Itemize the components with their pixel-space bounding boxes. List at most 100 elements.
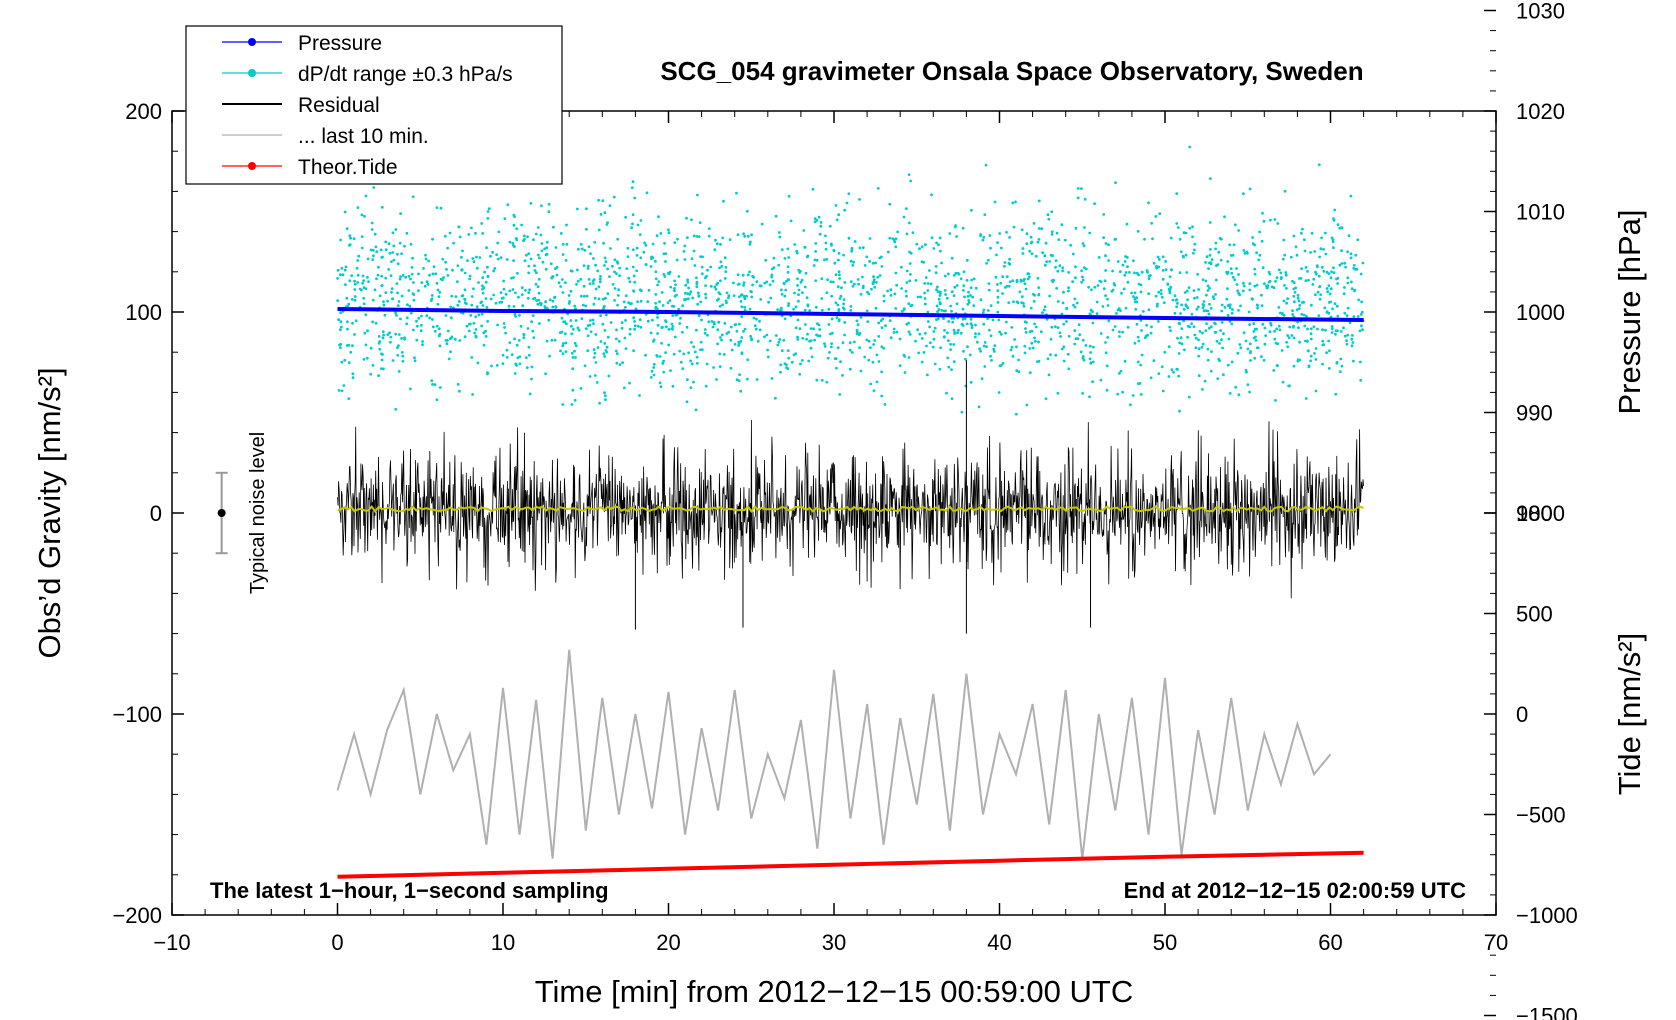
dpdt-point <box>1303 249 1307 253</box>
dpdt-point <box>557 281 561 285</box>
dpdt-point <box>943 274 947 278</box>
dpdt-point <box>792 307 795 311</box>
dpdt-point <box>796 318 800 322</box>
dpdt-point <box>955 235 958 238</box>
dpdt-point <box>999 364 1003 367</box>
dpdt-point <box>446 274 450 277</box>
dpdt-point <box>537 298 541 302</box>
dpdt-point <box>834 273 838 277</box>
dpdt-point <box>354 319 358 323</box>
dpdt-point <box>573 398 577 402</box>
dpdt-point <box>1078 333 1082 337</box>
dpdt-point <box>1246 383 1250 387</box>
dpdt-point <box>496 241 500 245</box>
dpdt-point <box>786 247 790 251</box>
dpdt-point <box>950 316 954 320</box>
dpdt-point <box>710 320 714 323</box>
y-tick-label: 100 <box>125 300 162 325</box>
dpdt-point <box>1207 267 1210 270</box>
dpdt-point <box>1102 213 1106 216</box>
dpdt-point <box>353 288 357 291</box>
dpdt-point <box>1159 292 1163 295</box>
dpdt-point <box>905 281 909 284</box>
dpdt-point <box>362 302 366 306</box>
dpdt-point <box>1298 358 1302 362</box>
dpdt-point <box>951 320 955 324</box>
dpdt-point <box>946 272 950 276</box>
dpdt-point <box>525 253 528 257</box>
dpdt-point <box>1194 336 1198 340</box>
dpdt-point <box>695 328 698 332</box>
dpdt-point <box>988 234 992 237</box>
dpdt-point <box>643 241 646 245</box>
dpdt-point <box>1118 335 1121 338</box>
dpdt-point <box>1111 328 1115 332</box>
dpdt-point <box>1292 234 1296 238</box>
dpdt-point <box>1317 274 1321 278</box>
dpdt-point <box>1209 369 1213 373</box>
dpdt-point <box>377 374 380 377</box>
dpdt-point <box>1255 283 1259 287</box>
dpdt-point <box>1221 346 1224 350</box>
dpdt-point <box>1304 279 1308 282</box>
dpdt-point <box>656 316 659 319</box>
dpdt-point <box>988 328 991 332</box>
dpdt-point <box>1202 303 1206 307</box>
dpdt-point <box>691 296 695 300</box>
dpdt-point <box>545 339 549 343</box>
dpdt-point <box>700 265 704 269</box>
dpdt-point <box>974 332 977 335</box>
dpdt-point <box>527 252 531 256</box>
dpdt-point <box>400 351 404 354</box>
dpdt-point <box>812 264 816 267</box>
dpdt-point <box>697 294 701 297</box>
dpdt-point <box>848 367 852 371</box>
dpdt-point <box>1281 380 1285 384</box>
annotation-latest-hour: The latest 1−hour, 1−second sampling <box>210 878 609 903</box>
dpdt-point <box>750 338 753 342</box>
dpdt-point <box>750 233 753 237</box>
dpdt-point <box>384 291 388 294</box>
dpdt-point <box>1175 367 1179 371</box>
dpdt-point <box>1132 259 1135 263</box>
dpdt-point <box>1154 215 1158 218</box>
dpdt-point <box>672 352 676 356</box>
dpdt-point <box>1261 266 1265 270</box>
dpdt-point <box>571 367 575 371</box>
dpdt-point <box>387 242 391 246</box>
dpdt-point <box>603 256 607 260</box>
dpdt-point <box>1301 227 1304 231</box>
dpdt-point <box>632 274 636 278</box>
dpdt-point <box>634 307 638 311</box>
dpdt-point <box>1037 286 1041 289</box>
dpdt-point <box>952 360 956 364</box>
dpdt-point <box>1043 305 1047 309</box>
dpdt-point <box>1252 322 1256 326</box>
dpdt-point <box>1170 368 1174 372</box>
dpdt-point <box>1106 336 1110 339</box>
dpdt-point <box>858 346 861 350</box>
dpdt-point <box>608 204 612 208</box>
dpdt-point <box>926 373 929 377</box>
dpdt-point <box>876 275 880 279</box>
dpdt-point <box>685 216 688 220</box>
dpdt-point <box>1269 323 1273 327</box>
dpdt-point <box>1253 267 1257 271</box>
dpdt-point <box>982 308 986 312</box>
dpdt-point <box>411 195 415 199</box>
dpdt-point <box>859 292 863 296</box>
dpdt-point <box>712 366 715 369</box>
legend-label: dP/dt range ±0.3 hPa/s <box>298 63 513 86</box>
dpdt-point <box>599 340 603 343</box>
dpdt-point <box>461 249 464 253</box>
dpdt-point <box>435 324 439 328</box>
dpdt-point <box>401 273 405 277</box>
dpdt-point <box>805 296 809 300</box>
dpdt-point <box>865 338 869 342</box>
dpdt-point <box>362 357 366 361</box>
dpdt-point <box>1292 281 1296 284</box>
dpdt-point <box>1177 352 1181 355</box>
dpdt-point <box>1155 264 1158 268</box>
dpdt-point <box>1322 269 1326 273</box>
